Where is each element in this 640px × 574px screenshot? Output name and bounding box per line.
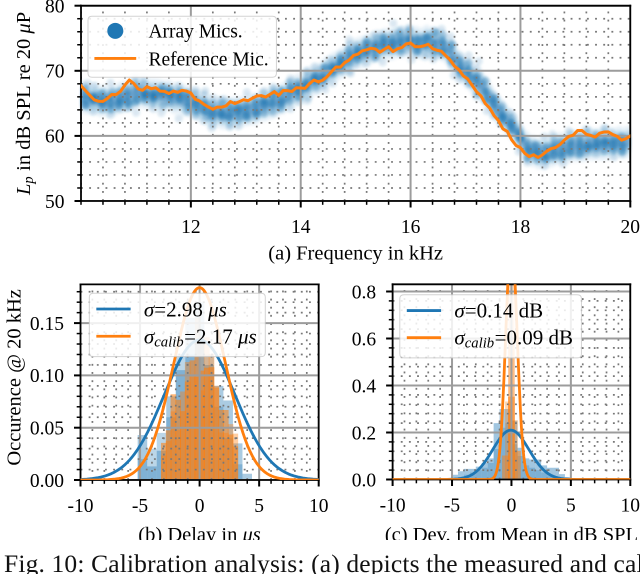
svg-text:σ = 0 .: σ = 0 . 1 4 d B <box>454 298 543 322</box>
svg-text:0: 0 <box>195 496 205 517</box>
svg-text:10: 10 <box>621 496 640 517</box>
svg-text:16: 16 <box>401 217 421 238</box>
svg-text:0.05: 0.05 <box>30 418 64 439</box>
svg-text:σ μ s =: σ μ s = 2 . 9 8 <box>144 297 231 321</box>
svg-text:10: 10 <box>309 496 329 517</box>
svg-text:20: 20 <box>621 217 640 238</box>
svg-text:Occurence @ 20 kHz: Occurence @ 20 kHz <box>4 289 26 466</box>
svg-text:-10: -10 <box>380 496 406 517</box>
svg-text:Reference Mic.: Reference Mic. <box>148 49 268 70</box>
svg-text:-5: -5 <box>444 496 460 517</box>
svg-text:18: 18 <box>511 217 531 238</box>
svg-text:12: 12 <box>181 217 201 238</box>
svg-text:-10: -10 <box>68 496 94 517</box>
svg-text:Array Mics.: Array Mics. <box>148 22 242 43</box>
svg-text:( b ): ( b ) D e l a y i n μ s <box>138 524 260 540</box>
svg-text:0.4: 0.4 <box>352 376 377 397</box>
svg-text:-5: -5 <box>132 496 148 517</box>
svg-text:σ μ s c: σ μ s c a l i b = 2 . 1 7 <box>144 325 261 351</box>
svg-text:0.10: 0.10 <box>30 366 64 387</box>
svg-text:0.15: 0.15 <box>30 314 64 335</box>
svg-text:0.2: 0.2 <box>352 423 376 444</box>
svg-text:14: 14 <box>291 217 311 238</box>
svg-text:60: 60 <box>45 127 65 148</box>
svg-text:L μ p: L μ p i n d B S P L r e 2 0 P <box>13 12 37 196</box>
svg-text:50: 50 <box>45 192 65 213</box>
svg-text:0.6: 0.6 <box>352 329 377 350</box>
svg-text:5: 5 <box>566 496 576 517</box>
svg-text:5: 5 <box>254 496 264 517</box>
svg-text:0.8: 0.8 <box>352 282 376 303</box>
svg-text:(c) Dev. from Mean in dB SPL: (c) Dev. from Mean in dB SPL <box>385 524 638 540</box>
svg-text:0.0: 0.0 <box>352 470 376 491</box>
svg-text:80: 80 <box>45 0 65 17</box>
svg-text:70: 70 <box>45 62 65 83</box>
svg-text:0: 0 <box>507 496 517 517</box>
svg-text:0.00: 0.00 <box>30 471 64 492</box>
svg-text:(a) Frequency in kHz: (a) Frequency in kHz <box>268 242 443 264</box>
svg-text:σ c a l: σ c a l i b = 0 . 0 9 d B <box>454 326 573 352</box>
